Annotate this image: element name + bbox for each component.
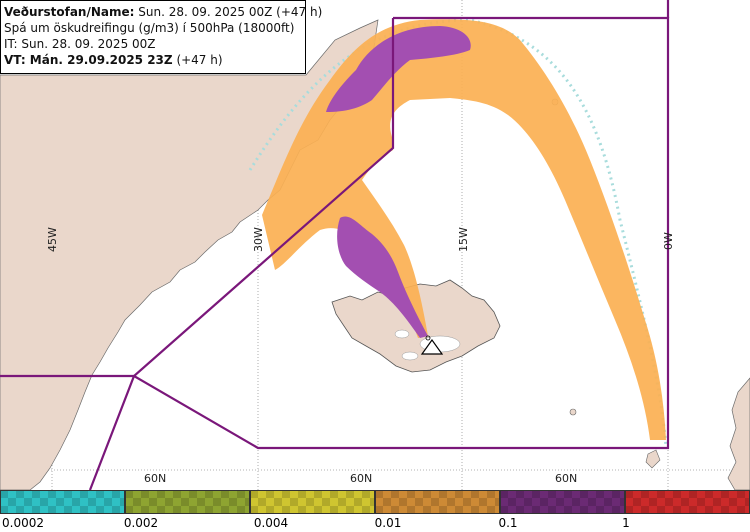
- legend-tick-3: 0.004: [253, 516, 289, 530]
- info-line-name: Veðurstofan/Name: Sun. 28. 09. 2025 00Z …: [4, 5, 323, 19]
- ash-plume: [248, 18, 668, 447]
- ash-high-layer-north: [326, 26, 471, 112]
- legend-swatch-2: [125, 490, 250, 514]
- parallel-label-1: 60N: [144, 472, 166, 485]
- meridian-label-0w: 0W: [662, 232, 675, 250]
- meridian-labels: 45W 30W 15W 0W: [46, 227, 675, 252]
- legend-color-bar: [0, 490, 750, 514]
- concentration-legend: [0, 490, 750, 532]
- info-line-description: Spá um öskudreifingu (g/m3) í 500hPa (18…: [4, 21, 295, 35]
- legend-tick-4: 0.01: [374, 516, 402, 530]
- info-line-valid-time: VT: Mán. 29.09.2025 23Z (+47 h): [4, 53, 223, 67]
- legend-swatch-6: [625, 490, 750, 514]
- meridian-label-15w: 15W: [457, 227, 470, 252]
- legend-tick-6: 1: [622, 516, 630, 530]
- parallel-label-2: 60N: [350, 472, 372, 485]
- ash-high-layer-south: [337, 216, 428, 338]
- triangle-volcano-icon: [420, 335, 444, 355]
- legend-tick-5: 0.1: [498, 516, 518, 530]
- meridian-label-30w: 30W: [252, 227, 265, 252]
- legend-swatch-4: [375, 490, 500, 514]
- meridian-label-45w: 45W: [46, 227, 59, 252]
- info-line-init-time: IT: Sun. 28. 09. 2025 00Z: [4, 37, 156, 51]
- forecast-info-box: Veðurstofan/Name: Sun. 28. 09. 2025 00Z …: [0, 0, 323, 74]
- scandinavia-land: [727, 377, 750, 490]
- legend-tick-1: 0.0002: [2, 516, 44, 530]
- parallel-label-3: 60N: [555, 472, 577, 485]
- flight-region-boundary: [0, 0, 670, 490]
- legend-swatch-1: [0, 490, 125, 514]
- legend-tick-2: 0.002: [123, 516, 159, 530]
- ash-low-layer: [262, 19, 666, 440]
- legend-swatch-5: [500, 490, 625, 514]
- legend-swatch-3: [250, 490, 375, 514]
- parallel-labels: 60N 60N 60N: [144, 472, 577, 485]
- ash-dispersion-map: 45W 30W 15W 0W 60N 60N 60N: [0, 0, 750, 490]
